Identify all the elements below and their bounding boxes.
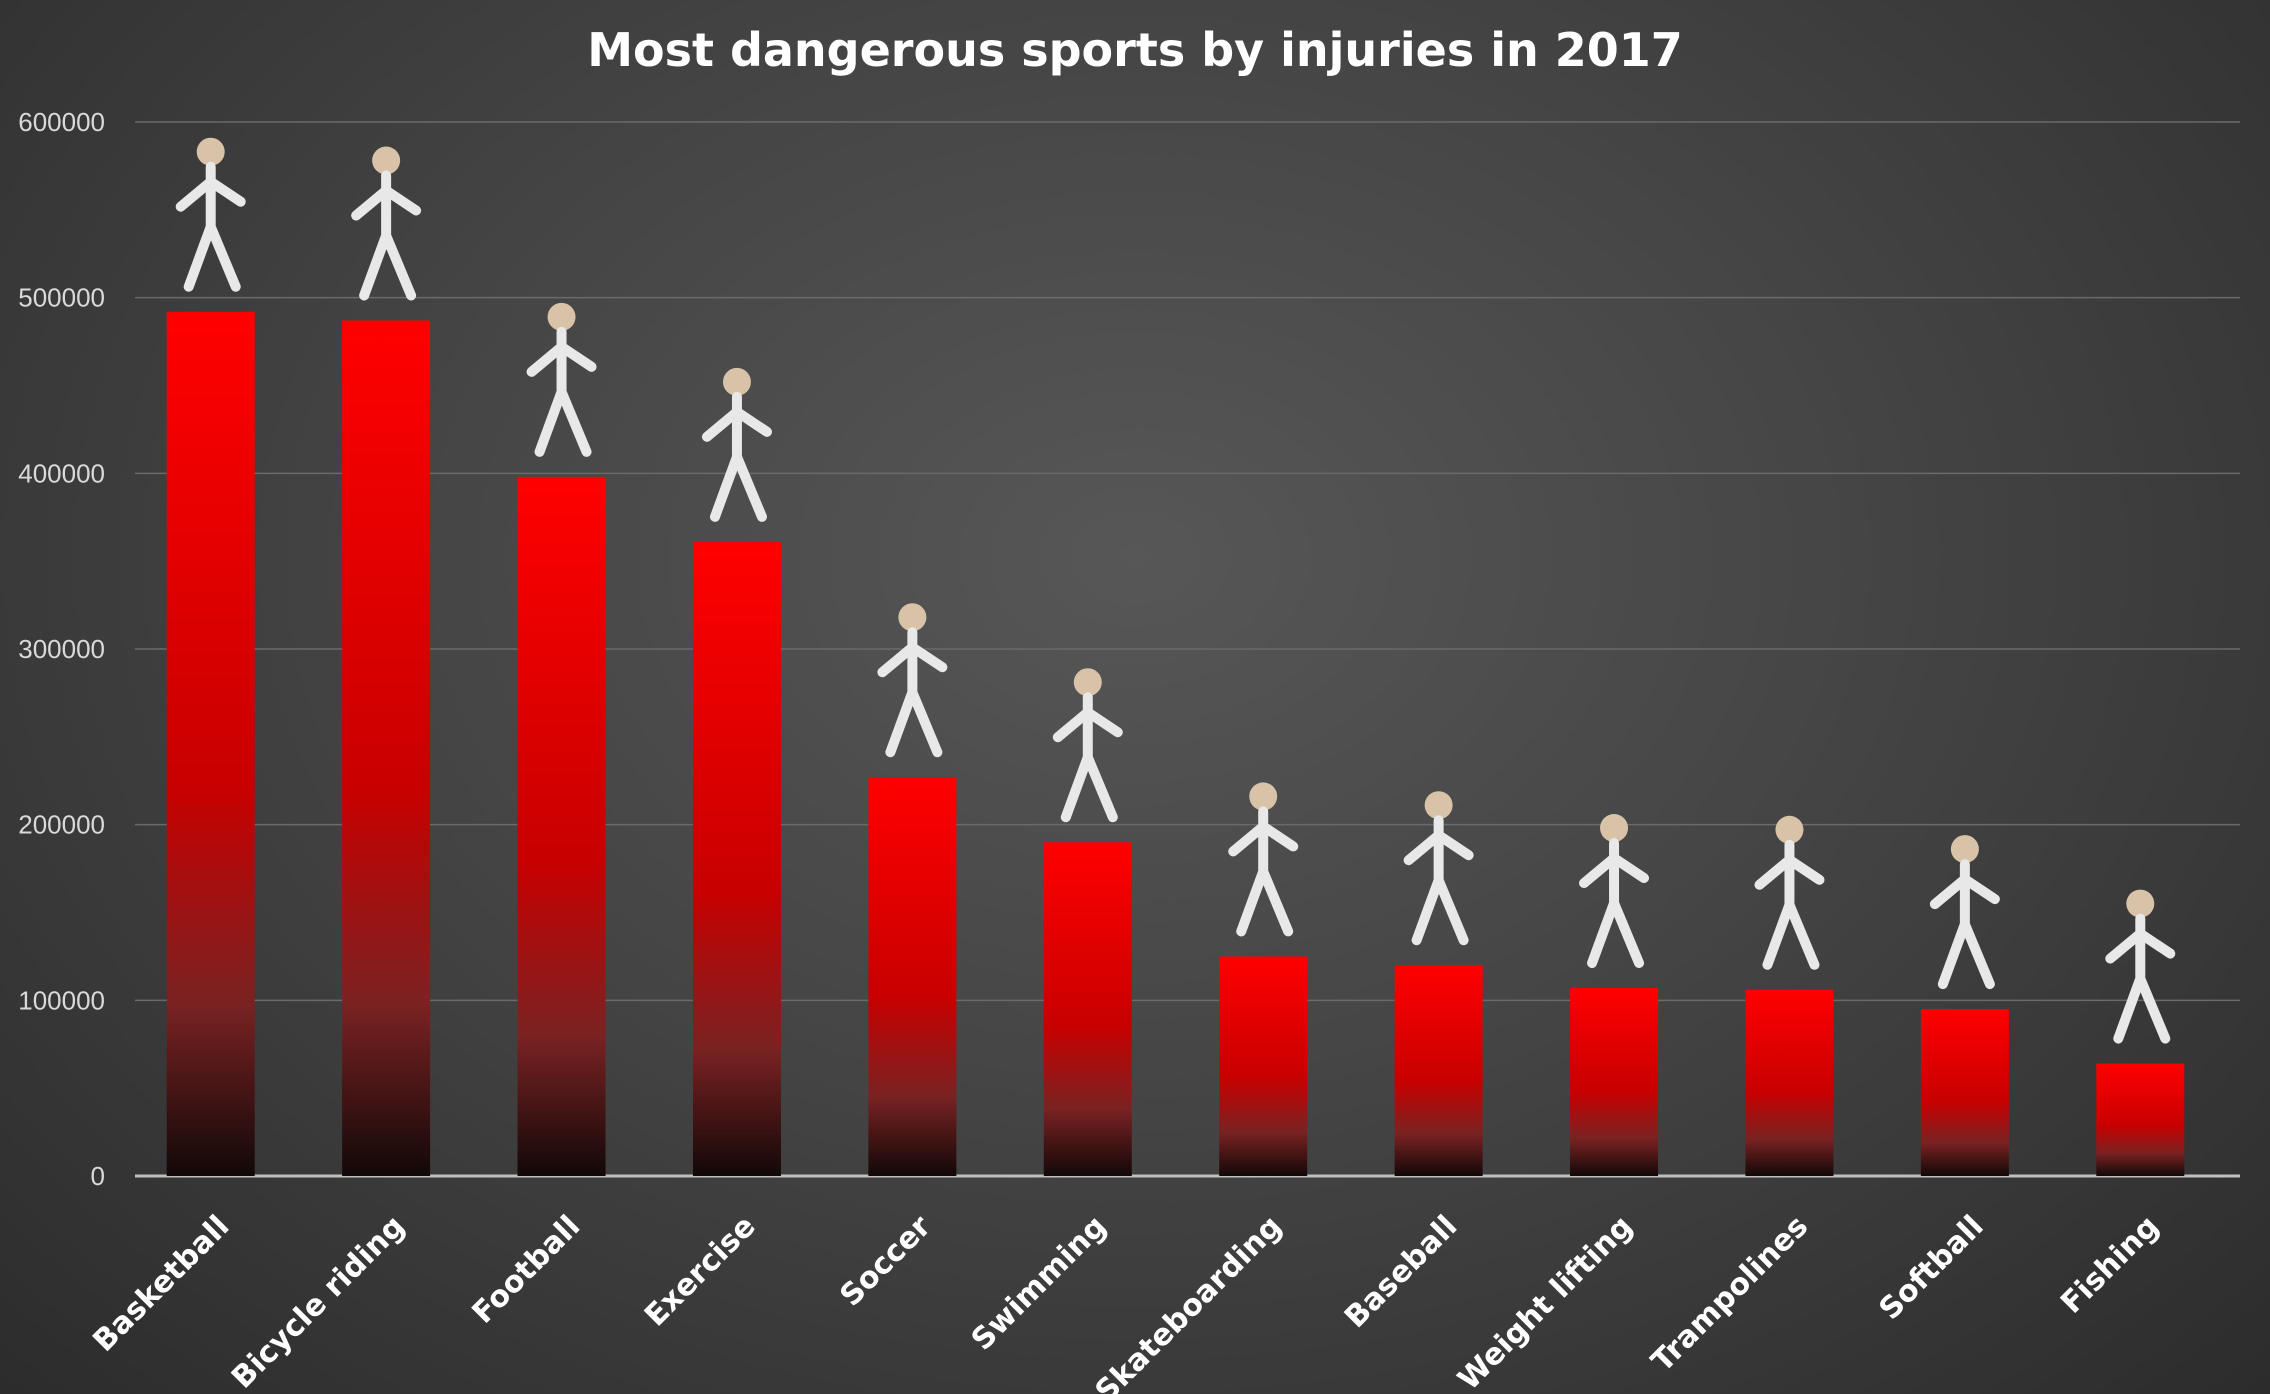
athlete-image <box>175 137 246 292</box>
athlete-image <box>526 302 597 457</box>
x-tick-label: Soccer <box>833 1209 938 1314</box>
athlete-image <box>1228 782 1299 937</box>
bar-softball <box>1920 1009 2009 1176</box>
y-tick-label: 100000 <box>18 985 105 1015</box>
athlete-image <box>1929 835 2000 990</box>
chart-title: Most dangerous sports by injuries in 201… <box>587 23 1683 77</box>
x-tick-label: Weight lifting <box>1451 1209 1639 1394</box>
x-tick-label: Skateboarding <box>1089 1209 1289 1394</box>
x-tick-label: Exercise <box>638 1209 763 1334</box>
bar-baseball <box>1394 965 1483 1176</box>
x-tick-label: Bicycle riding <box>225 1209 412 1394</box>
bar-fishing <box>2096 1063 2185 1176</box>
athlete-image <box>1579 814 1650 969</box>
bar-exercise <box>692 541 781 1176</box>
x-tick-label: Trampolines <box>1645 1209 1815 1379</box>
x-tick-label: Basketball <box>86 1209 236 1359</box>
y-tick-label: 400000 <box>18 458 105 488</box>
x-tick-label: Baseball <box>1338 1209 1464 1335</box>
bar-swimming <box>1043 842 1132 1176</box>
athlete-image <box>351 146 422 301</box>
bar-basketball <box>166 311 255 1177</box>
athlete-image <box>701 367 772 522</box>
y-tick-label: 500000 <box>18 283 105 313</box>
athlete-image <box>2105 889 2176 1044</box>
bar-bicycle-riding <box>342 320 431 1177</box>
bar-soccer <box>868 777 957 1176</box>
bar-weight-lifting <box>1570 988 1659 1176</box>
athlete-image <box>877 603 948 758</box>
bar-trampolines <box>1745 989 1834 1176</box>
y-tick-label: 200000 <box>18 810 105 840</box>
y-tick-label: 300000 <box>18 634 105 664</box>
x-tick-label: Swimming <box>965 1209 1114 1358</box>
x-tick-label: Football <box>465 1209 587 1331</box>
x-tick-label: Fishing <box>2054 1209 2166 1321</box>
bar-skateboarding <box>1219 956 1308 1176</box>
athlete-image <box>1754 815 1825 970</box>
y-tick-label: 0 <box>91 1161 105 1191</box>
y-tick-label: 600000 <box>18 107 105 137</box>
athlete-image <box>1403 791 1474 946</box>
athlete-image <box>1052 668 1123 823</box>
bar-football <box>517 476 606 1176</box>
x-tick-label: Softball <box>1873 1209 1991 1327</box>
